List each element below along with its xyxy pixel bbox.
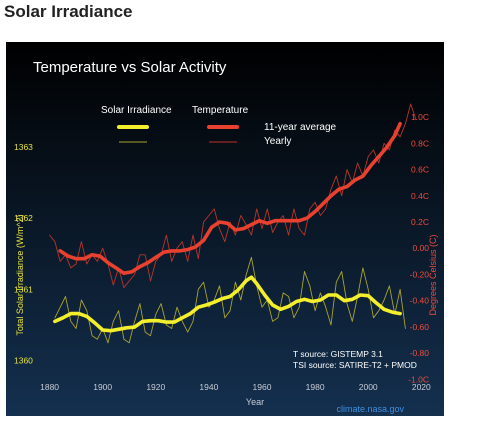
- source-temperature: T source: GISTEMP 3.1: [293, 349, 383, 359]
- left-tick-label: 1361: [14, 284, 33, 294]
- right-tick-label: 0.2C: [411, 217, 429, 227]
- x-tick-label: 1920: [146, 382, 165, 392]
- chart-background: [6, 42, 444, 416]
- left-tick-label: 1362: [14, 213, 33, 223]
- left-tick-label: 1360: [14, 356, 33, 366]
- chart-panel: Temperature vs Solar Activity Solar Irra…: [6, 42, 444, 416]
- right-tick-label: -0.40: [410, 296, 430, 306]
- left-axis-ticks: 1360 1361 1362 1363: [14, 142, 33, 366]
- x-tick-label: 2020: [412, 382, 431, 392]
- right-tick-label: -0.20: [410, 269, 430, 279]
- x-axis-ticks: 1880 1900 1920 1940 1960 1980 2000 2020: [40, 382, 431, 392]
- series-layer: [49, 103, 417, 344]
- right-tick-label: -0.80: [410, 348, 430, 358]
- legend: Solar Irradiance Temperature 11-year ave…: [101, 105, 337, 147]
- x-tick-label: 1880: [40, 382, 59, 392]
- right-tick-label: -1.0C: [408, 374, 429, 384]
- x-tick-label: 1940: [199, 382, 218, 392]
- left-axis-label: Total Solar Irradiance (W/m^2): [15, 214, 25, 335]
- x-tick-label: 1980: [306, 382, 325, 392]
- legend-yearly-label: Yearly: [264, 136, 291, 147]
- right-axis-label: Degrees Celsius (C): [428, 234, 438, 315]
- page-heading: Solar Irradiance: [4, 2, 133, 21]
- chart-svg: Temperature vs Solar Activity Solar Irra…: [6, 42, 444, 416]
- solar-average-line: [53, 275, 402, 333]
- solar-yearly-line: [54, 256, 406, 344]
- legend-temp-header: Temperature: [192, 105, 249, 116]
- legend-avg-label: 11-year average: [264, 122, 337, 133]
- right-tick-label: -0.60: [410, 322, 430, 332]
- right-tick-label: 1.0C: [411, 112, 429, 122]
- legend-solar-header: Solar Irradiance: [101, 105, 172, 116]
- right-tick-label: 0.6C: [411, 165, 429, 175]
- credit-link[interactable]: climate.nasa.gov: [336, 404, 404, 414]
- right-axis-ticks: 1.0C 0.8C 0.6C 0.4C 0.2C 0.00 -0.20 -0.40 -0.60 -…: [408, 112, 429, 384]
- right-tick-label: 0.4C: [411, 191, 429, 201]
- x-tick-label: 1960: [253, 382, 272, 392]
- source-tsi: TSI source: SATIRE-T2 + PMOD: [293, 360, 417, 370]
- right-tick-label: 0.8C: [411, 138, 429, 148]
- x-tick-label: 2000: [359, 382, 378, 392]
- temperature-average-line: [58, 121, 402, 275]
- right-tick-label: 0.00: [412, 243, 429, 253]
- chart-title: Temperature vs Solar Activity: [33, 59, 227, 76]
- left-tick-label: 1363: [14, 142, 33, 152]
- x-axis-label: Year: [246, 397, 264, 407]
- x-tick-label: 1900: [93, 382, 112, 392]
